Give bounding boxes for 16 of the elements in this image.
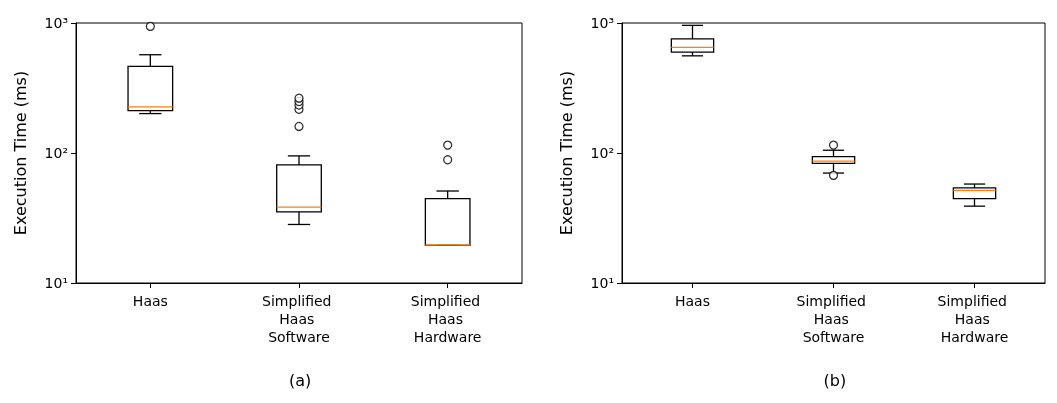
x-tick-label: Simplified Haas Software xyxy=(262,293,336,345)
y-tick-label: 10³ xyxy=(590,15,614,31)
text: (b) xyxy=(823,370,847,390)
x-tick-label: Simplified Haas Software xyxy=(796,293,871,345)
x-tick-label: Simplified Haas Hardware xyxy=(410,293,485,345)
y-axis-title: Execution Time (ms) xyxy=(10,70,30,236)
y-tick-label: 10¹ xyxy=(590,275,614,291)
x-tick-label: Haas xyxy=(132,293,168,309)
y-tick-label: 10³ xyxy=(44,15,68,31)
text: (a) xyxy=(289,370,312,390)
y-tick-label: 10² xyxy=(44,145,68,161)
y-axis-title: Execution Time (ms) xyxy=(556,70,576,236)
y-tick-label: 10¹ xyxy=(44,275,68,291)
x-tick-label: Simplified Haas Hardware xyxy=(937,293,1012,345)
x-tick-label: Haas xyxy=(675,293,710,309)
y-tick-label: 10² xyxy=(590,145,614,161)
